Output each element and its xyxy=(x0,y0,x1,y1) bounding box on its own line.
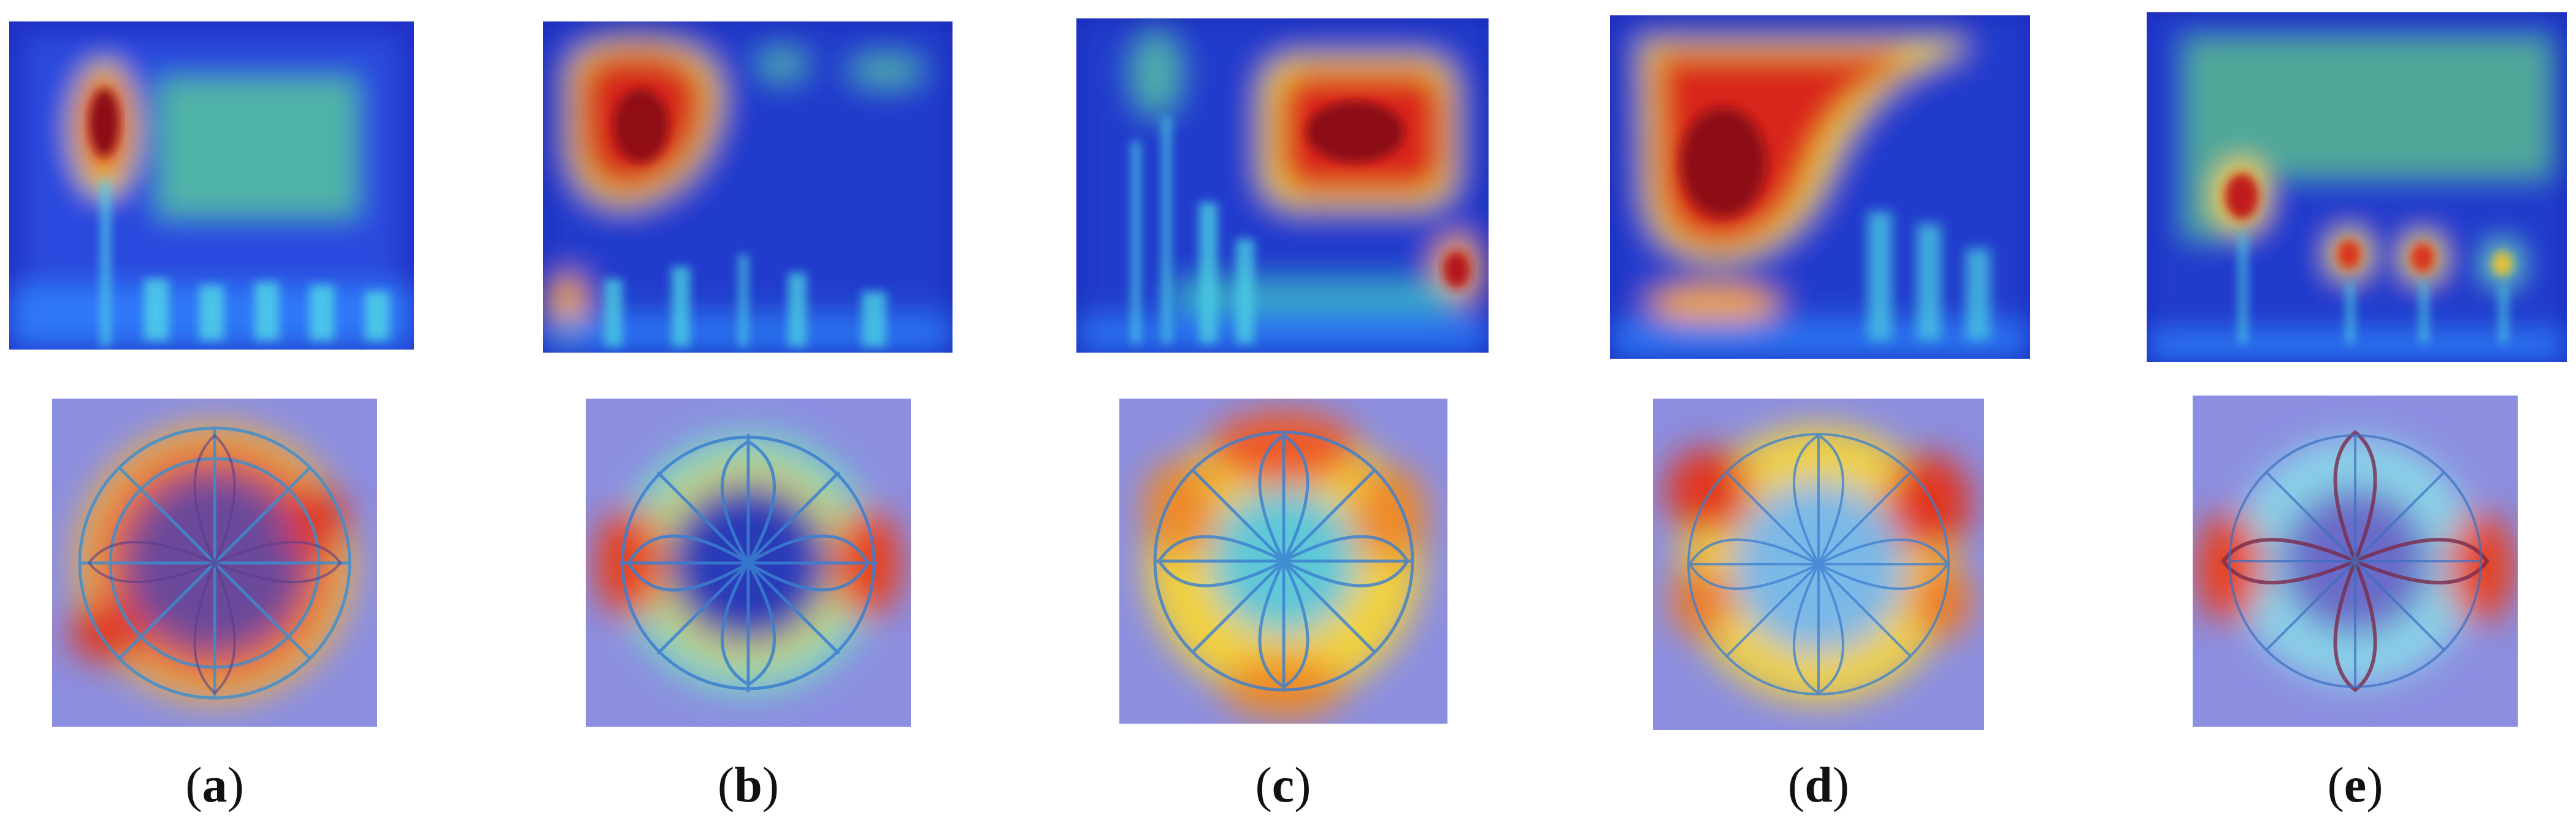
mandala-heatmap-a xyxy=(52,399,377,727)
heatmap-d-top xyxy=(1610,15,2030,359)
mandala-heatmap-e xyxy=(2193,396,2518,727)
heatmap-b-top xyxy=(543,21,953,353)
caption-e: (e) xyxy=(2327,757,2383,813)
caption-c: (c) xyxy=(1255,757,1311,813)
mandala-heatmap-d xyxy=(1653,399,1984,730)
mandala-heatmap-c xyxy=(1119,399,1447,724)
mandala-heatmap-b xyxy=(586,399,911,727)
heatmap-a-top xyxy=(9,21,414,350)
heatmap-c-top xyxy=(1076,18,1489,353)
caption-d: (d) xyxy=(1787,757,1850,813)
caption-a: (a) xyxy=(185,757,244,813)
heatmap-e-top xyxy=(2147,12,2567,362)
caption-b: (b) xyxy=(717,757,780,813)
